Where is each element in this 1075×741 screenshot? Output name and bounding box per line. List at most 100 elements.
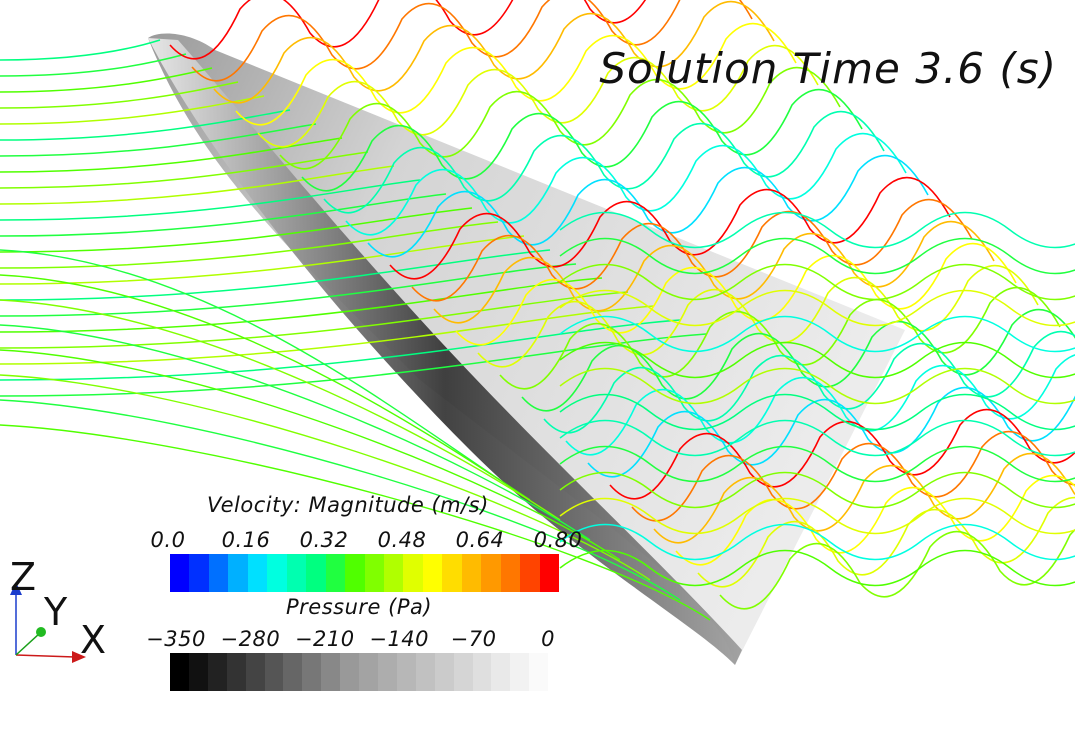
streamline	[697, 496, 1075, 588]
streamline	[0, 319, 681, 381]
velocity-colorbar-segment	[364, 554, 384, 592]
velocity-tick: 0.80	[533, 528, 583, 552]
pressure-colorbar-segment	[340, 653, 360, 691]
streamline	[169, 0, 646, 60]
streamline	[0, 305, 655, 365]
pressure-colorbar-segment	[491, 653, 511, 691]
velocity-colorbar-segment	[481, 554, 501, 592]
streamline	[0, 374, 651, 581]
streamline	[521, 308, 1075, 412]
streamline	[559, 341, 1075, 379]
z-axis-label: Z	[10, 555, 37, 599]
pressure-tick: −280	[220, 627, 281, 651]
pressure-colorbar-segment	[264, 653, 284, 691]
x-axis-arrow	[72, 651, 86, 663]
velocity-colorbar-segment	[247, 554, 268, 592]
streamline	[235, 22, 797, 126]
pressure-tick: −140	[369, 627, 430, 651]
velocity-colorbar-segment	[170, 554, 190, 592]
streamline	[279, 66, 841, 170]
streamline	[411, 198, 973, 302]
streamline	[559, 263, 1075, 301]
z-axis-arrow	[10, 582, 22, 595]
streamline	[0, 291, 629, 349]
pressure-colorbar-segment	[245, 653, 265, 691]
velocity-colorbar-segment	[345, 554, 365, 592]
velocity-colorbar-segment	[461, 554, 482, 592]
velocity-tick: 0.64	[455, 528, 505, 552]
streamline	[0, 424, 711, 621]
velocity-colorbar-segment	[306, 554, 326, 592]
streamline	[0, 299, 561, 521]
streamline	[323, 110, 885, 214]
streamline	[559, 289, 1075, 327]
velocity-colorbar-segment	[286, 554, 307, 592]
pressure-tick: −210	[294, 627, 355, 651]
streamline	[0, 277, 603, 333]
streamline	[0, 399, 681, 601]
pressure-colorbar-segment	[226, 653, 246, 691]
streamline	[213, 0, 775, 104]
streamline	[499, 286, 1061, 390]
streamline	[367, 154, 929, 258]
pressure-colorbar-segment	[453, 653, 473, 691]
pressure-tick: 0	[541, 627, 555, 651]
pressure-legend-title: Pressure (Pa)	[286, 595, 433, 619]
velocity-tick: 0.32	[299, 528, 349, 552]
velocity-tick: 0.0	[150, 528, 186, 552]
streamline	[477, 264, 1039, 368]
streamline	[0, 81, 239, 109]
streamline	[609, 408, 1075, 500]
streamline	[543, 330, 1075, 434]
streamline	[631, 430, 1075, 522]
y-axis-line	[15, 632, 41, 656]
pressure-colorbar-segment	[302, 653, 322, 691]
streamline	[0, 249, 501, 481]
velocity-tick: 0.16	[221, 528, 271, 552]
streamline	[0, 235, 525, 285]
streamline	[719, 528, 1075, 610]
streamline	[0, 249, 551, 301]
streamline	[559, 549, 1075, 587]
streamline	[0, 179, 421, 221]
velocity-colorbar	[170, 554, 560, 592]
pressure-colorbar	[170, 653, 549, 691]
pressure-colorbar-segment	[283, 653, 303, 691]
velocity-colorbar-segment	[422, 554, 443, 592]
pressure-colorbar-segment	[207, 653, 227, 691]
streamline	[0, 263, 577, 317]
streamline	[0, 39, 161, 61]
velocity-colorbar-segment	[539, 554, 560, 592]
streamline	[0, 53, 187, 77]
streamline	[0, 349, 621, 561]
pressure-legend-ticks: −350 −280 −210 −140 −70 0	[146, 627, 554, 653]
velocity-legend-title: Velocity: Magnitude (m/s)	[207, 493, 489, 517]
velocity-tick: 0.48	[377, 528, 427, 552]
velocity-colorbar-segment	[383, 554, 404, 592]
pressure-colorbar-segment	[510, 653, 530, 691]
streamline	[0, 274, 531, 501]
delta-wing-surface	[148, 33, 905, 666]
streamline	[559, 419, 1075, 457]
streamline	[0, 324, 591, 541]
pressure-colorbar-segment	[415, 653, 435, 691]
velocity-colorbar-segment	[500, 554, 521, 592]
pressure-colorbar-segment	[434, 653, 454, 691]
solution-time-title: Solution Time 3.6 (s)	[599, 44, 1057, 93]
streamline	[0, 165, 395, 205]
pressure-colorbar-segment	[472, 653, 492, 691]
pressure-colorbar-segment	[359, 653, 378, 691]
pressure-colorbar-segment	[188, 653, 208, 691]
streamline	[0, 67, 213, 93]
streamline	[433, 220, 995, 324]
streamline	[0, 193, 447, 237]
velocity-colorbar-segment	[442, 554, 462, 592]
velocity-colorbar-segment	[208, 554, 229, 592]
streamline	[559, 523, 1075, 561]
pressure-colorbar-segment	[170, 653, 189, 691]
streamline	[257, 44, 819, 148]
streamline	[301, 88, 863, 192]
x-axis-label: X	[80, 618, 107, 662]
streamline	[675, 474, 1075, 566]
